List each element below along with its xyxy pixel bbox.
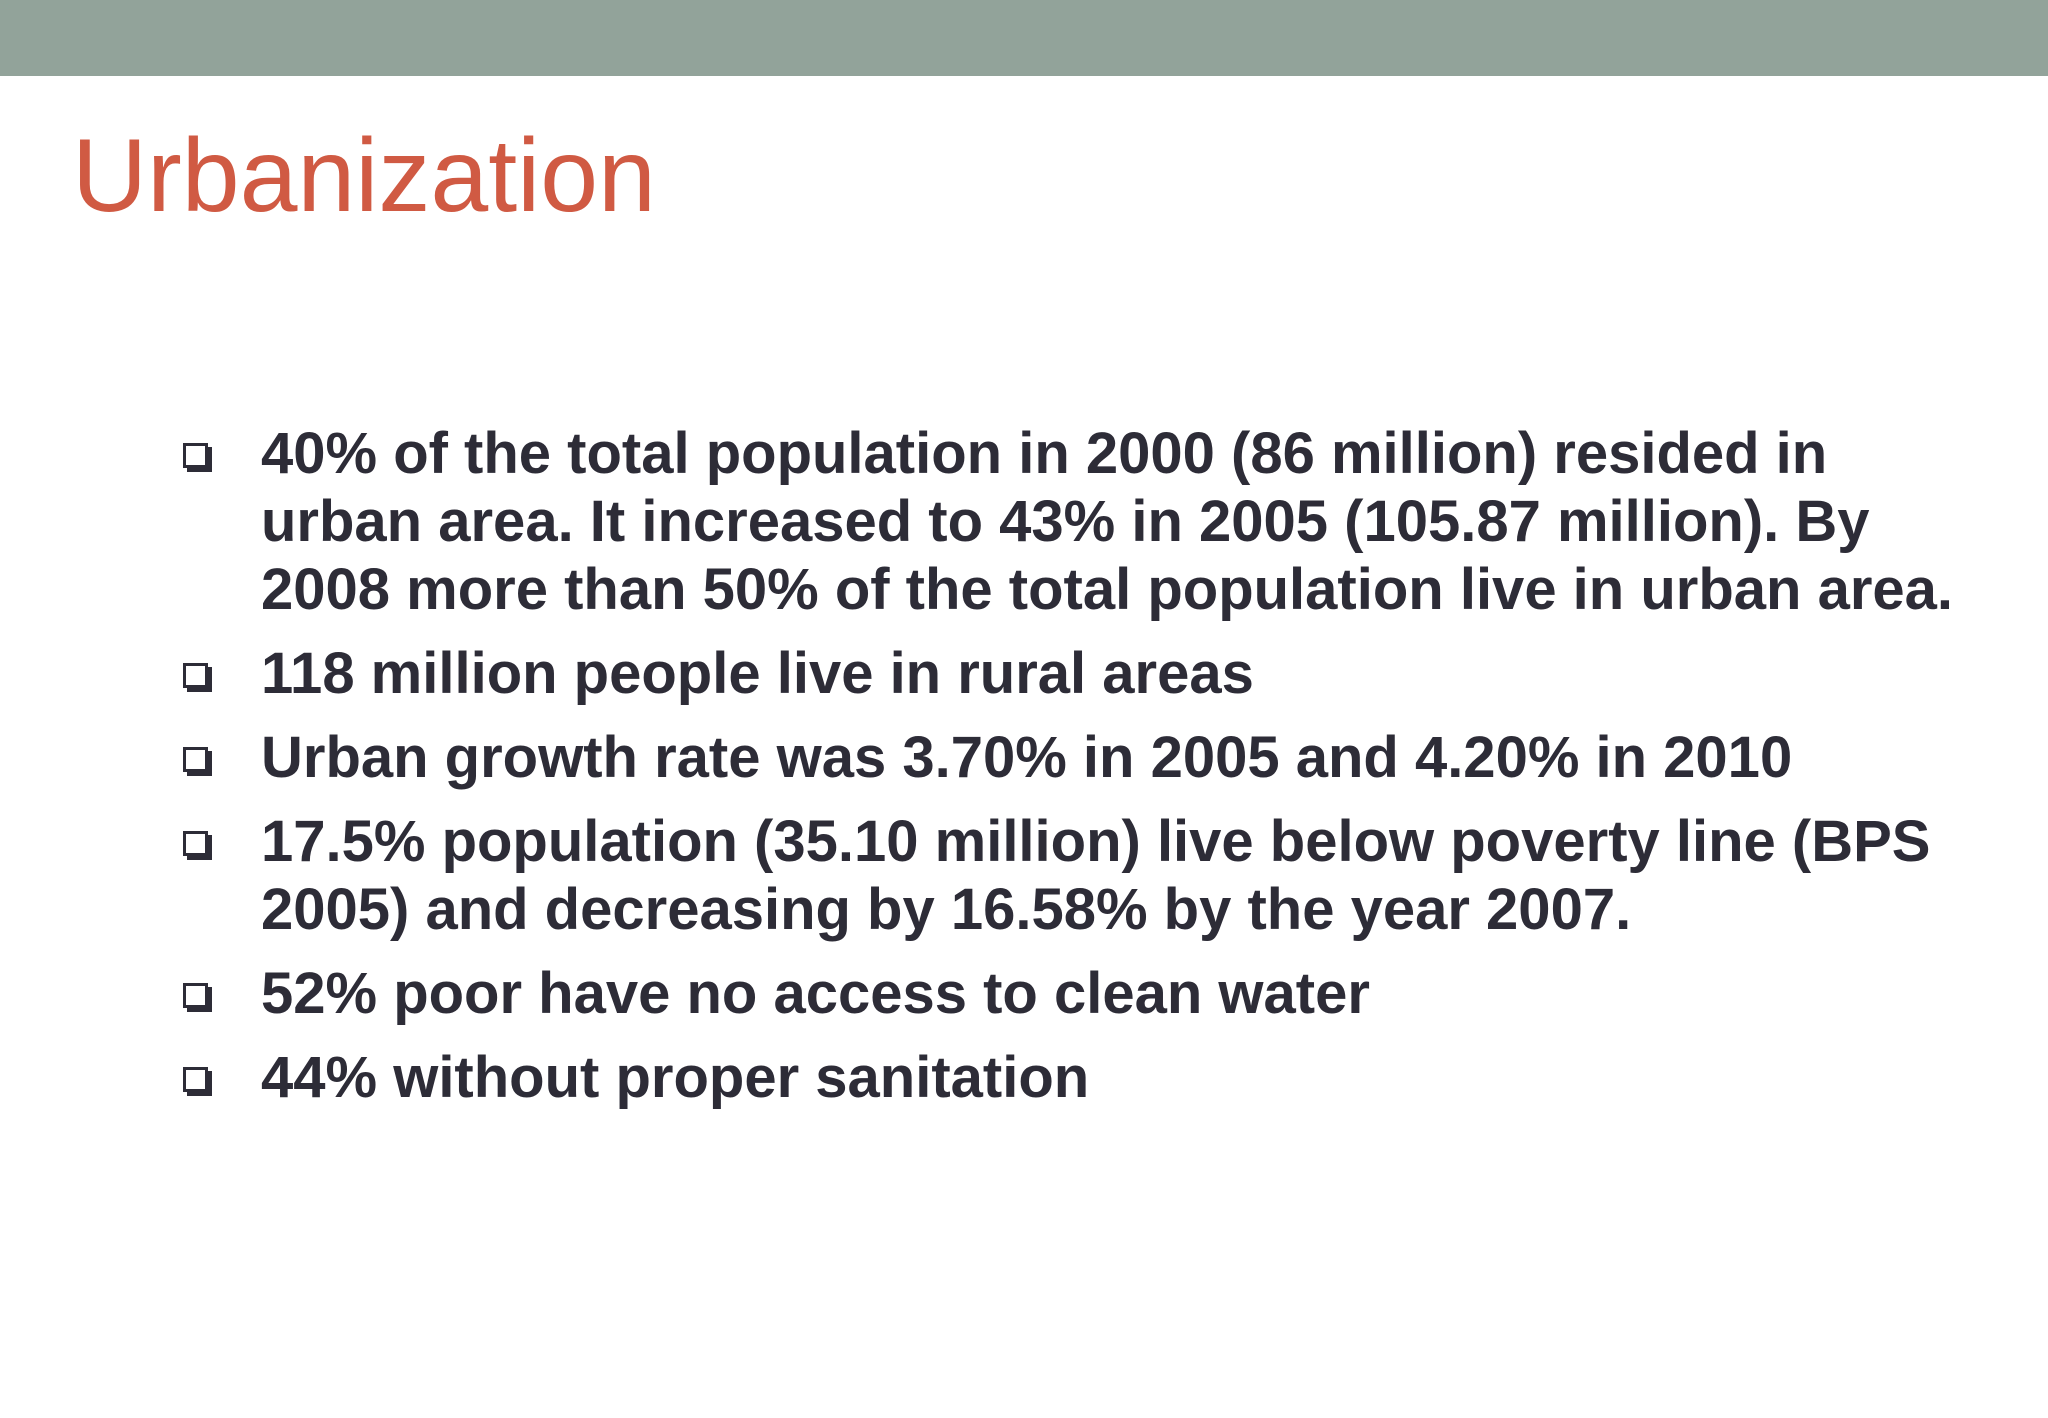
checkbox-square-icon xyxy=(183,983,208,1008)
bullet-text: Urban growth rate was 3.70% in 2005 and … xyxy=(261,725,1793,790)
bullet-item-rural-population: 118 million people live in rural areas xyxy=(178,640,1978,708)
bullet-item-urban-growth-rate: Urban growth rate was 3.70% in 2005 and … xyxy=(178,724,1978,792)
checkbox-square-icon xyxy=(183,663,208,688)
bullet-text: 118 million people live in rural areas xyxy=(261,641,1254,706)
bullet-text: 52% poor have no access to clean water xyxy=(261,961,1370,1026)
bullet-text: 44% without proper sanitation xyxy=(261,1045,1090,1110)
checkbox-square-icon xyxy=(183,747,208,772)
header-band xyxy=(0,0,2048,76)
bullet-item-clean-water: 52% poor have no access to clean water xyxy=(178,960,1978,1028)
bullet-item-poverty-line: 17.5% population (35.10 million) live be… xyxy=(178,808,1978,944)
bullet-item-urban-population: 40% of the total population in 2000 (86 … xyxy=(178,420,1978,624)
bullet-text: 17.5% population (35.10 million) live be… xyxy=(261,809,1931,942)
slide-title: Urbanization xyxy=(72,118,656,234)
checkbox-square-icon xyxy=(183,1067,208,1092)
checkbox-square-icon xyxy=(183,443,208,468)
bullet-item-sanitation: 44% without proper sanitation xyxy=(178,1044,1978,1112)
checkbox-square-icon xyxy=(183,831,208,856)
bullet-list: 40% of the total population in 2000 (86 … xyxy=(178,420,1978,1128)
bullet-text: 40% of the total population in 2000 (86 … xyxy=(261,421,1954,622)
